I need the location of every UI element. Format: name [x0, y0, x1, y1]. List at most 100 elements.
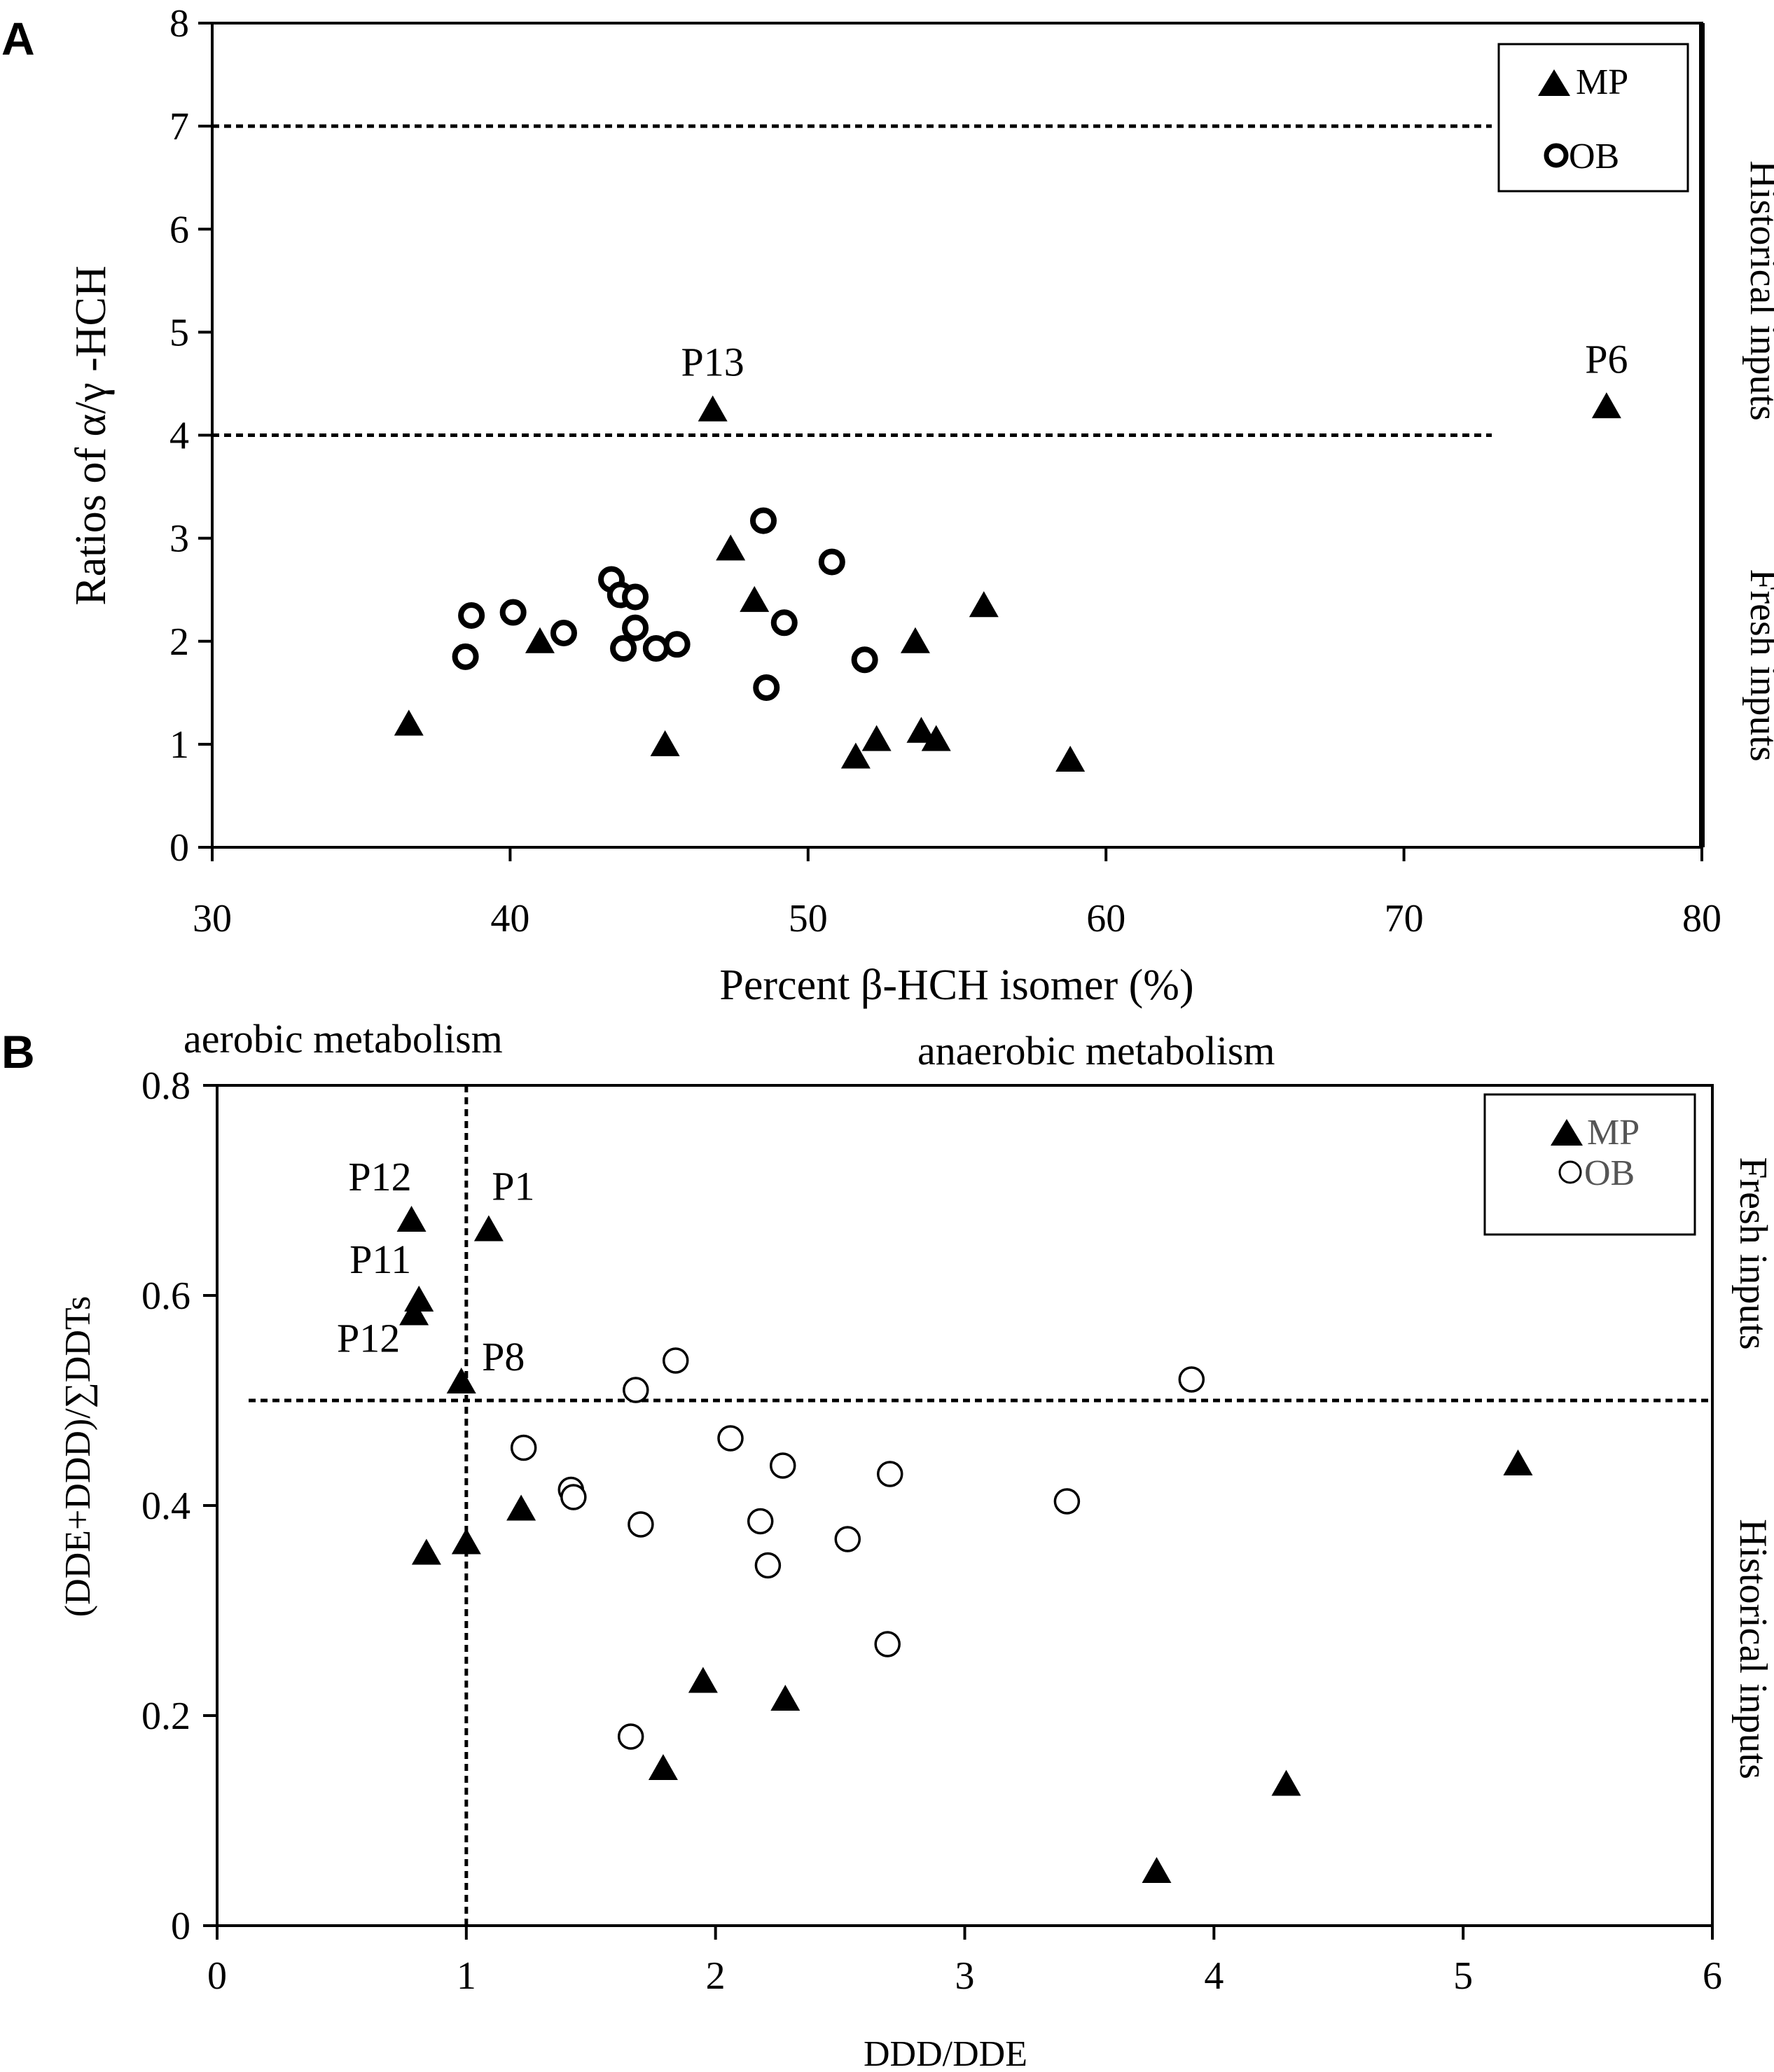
panel-b-x-tick-label: 3: [955, 1954, 975, 1998]
panel-a-zone-fresh: Fresh inputs: [1742, 569, 1774, 761]
panel-a-ob-point: [749, 507, 777, 534]
panel-a-y-tick-label: 1: [169, 723, 189, 767]
panel-b-mp-point: [648, 1754, 678, 1780]
panel-b-ob-point: [510, 1434, 537, 1461]
panel-a-ob-point: [610, 635, 637, 662]
panel-a-legend: MP OB: [1497, 43, 1689, 193]
panel-a-ob-point: [770, 609, 798, 637]
panel-b-ob-point: [1178, 1366, 1205, 1393]
panel-b-point-labels: P12 P1 P11 P12 P8: [337, 1154, 535, 1379]
panel-a-y-tick-label: 6: [169, 208, 189, 251]
panel-b-point-label: P12: [337, 1316, 400, 1361]
panel-b-axis-ticks: 0 1 2 3 4 5 6 0 0.2 0.4 0.6 0.8: [141, 1064, 1722, 1998]
panel-b-letter: B: [1, 1026, 35, 1078]
panel-a-reference-lines: [212, 124, 1492, 437]
panel-a-mp-point: [1591, 392, 1621, 419]
panel-a-mp-point: [740, 585, 770, 612]
panel-a-mp-point: [650, 730, 680, 756]
panel-b-y-tick-label: 0.2: [141, 1695, 190, 1738]
panel-a-y-tick-label: 7: [169, 105, 189, 148]
panel-b-point-label: P12: [348, 1154, 411, 1200]
panel-b-y-tick-label: 0.6: [141, 1274, 190, 1318]
panel-b-legend-ob-label: OB: [1584, 1153, 1635, 1193]
panel-a-x-axis-label: Percent β-HCH isomer (%): [719, 961, 1193, 1009]
panel-a-ob-point: [642, 635, 670, 662]
panel-a: 30 40 50 60 70 80 0 1 2 3 4 5 6 7 8 P13 P6 Percent β-HC…: [67, 2, 1774, 1009]
panel-a-point-label: P6: [1585, 336, 1628, 382]
panel-a-legend-ob-label: OB: [1569, 137, 1619, 176]
panel-b-y-axis-label: (DDE+DDD)/∑DDTs: [58, 1296, 98, 1617]
panel-b-region-anaerobic: anaerobic metabolism: [917, 1028, 1275, 1073]
panel-a-mp-point: [921, 725, 951, 751]
panel-b-legend: MP OB: [1483, 1093, 1696, 1236]
panel-a-legend-box: [1497, 43, 1689, 193]
panel-a-data-points: [394, 392, 1621, 772]
panel-b-region-aerobic: aerobic metabolism: [183, 1016, 503, 1062]
panel-a-ob-point: [663, 631, 691, 658]
panel-b-mp-point: [451, 1528, 481, 1555]
panel-a-mp-point: [840, 742, 871, 769]
panel-b-ob-point: [662, 1347, 689, 1374]
panel-b-mp-point: [446, 1368, 476, 1393]
panel-a-ob-point: [550, 619, 577, 646]
panel-b-ob-point: [877, 1461, 903, 1487]
panel-b-ob-point: [769, 1452, 796, 1479]
panel-a-x-tick-label: 80: [1682, 897, 1721, 940]
panel-a-ob-point: [753, 674, 780, 701]
panel-a-letter: A: [1, 13, 35, 64]
panel-b-data-points: [396, 1206, 1533, 1883]
panel-a-mp-point: [716, 534, 746, 561]
panel-b-x-tick-label: 6: [1703, 1954, 1722, 1998]
panel-b-y-tick-label: 0.8: [141, 1064, 190, 1108]
panel-b-x-tick-label: 0: [207, 1954, 227, 1998]
panel-a-legend-ob-marker: [1544, 143, 1569, 168]
panel-a-point-label: P13: [681, 340, 744, 385]
panel-a-ob-point: [818, 548, 845, 576]
panel-b-mp-point: [770, 1685, 801, 1711]
panel-b-mp-point: [1503, 1449, 1533, 1475]
panel-a-ob-point: [851, 646, 878, 674]
panel-b-mp-point: [473, 1215, 504, 1242]
panel-b-zone-fresh: Fresh inputs: [1731, 1157, 1774, 1349]
panel-a-ob-point: [499, 599, 527, 626]
panel-b-legend-mp-marker: [1551, 1119, 1583, 1146]
panel-b-ob-point: [623, 1377, 649, 1403]
panel-b-x-tick-label: 5: [1453, 1954, 1473, 1998]
panel-b-ob-point: [617, 1723, 644, 1750]
panel-b-mp-point: [404, 1286, 434, 1312]
panel-b-mp-point: [1271, 1769, 1301, 1796]
panel-a-y-tick-label: 8: [169, 2, 189, 46]
panel-b-x-tick-label: 1: [457, 1954, 476, 1998]
panel-b-mp-point: [1142, 1857, 1172, 1883]
panel-a-ob-point: [622, 614, 649, 641]
panel-b-reference-lines: [249, 1085, 1712, 1926]
panel-b-x-axis-label: DDD/DDE: [864, 2034, 1027, 2072]
panel-b-ob-point: [1053, 1488, 1081, 1515]
panel-a-point-labels: P13 P6: [681, 336, 1628, 384]
panel-a-axis-ticks: 30 40 50 60 70 80 0 1 2 3 4 5 6 7 8: [169, 2, 1721, 940]
panel-a-y-tick-label: 4: [169, 415, 189, 458]
panel-b-mp-point: [396, 1206, 427, 1232]
panel-b-x-tick-label: 2: [706, 1954, 726, 1998]
panel-a-mp-point: [906, 716, 936, 743]
panel-b-point-label: P1: [492, 1164, 534, 1209]
panel-a-mp-point: [900, 627, 930, 653]
panel-b-zone-historical: Historical inputs: [1731, 1519, 1774, 1779]
panel-b-point-label: P11: [349, 1237, 411, 1282]
panel-a-legend-mp-marker: [1538, 69, 1570, 96]
panel-a-x-tick-label: 70: [1385, 897, 1424, 940]
panel-b: 0 1 2 3 4 5 6 0 0.2 0.4 0.6 0.8 P12 P1 P11 P12 P8 aerob…: [58, 1016, 1774, 2072]
panel-a-ob-point: [458, 602, 485, 629]
panel-a-legend-mp-label: MP: [1576, 62, 1628, 102]
panel-a-mp-point: [394, 709, 424, 736]
panel-b-mp-point: [399, 1299, 429, 1326]
panel-b-y-tick-label: 0.4: [141, 1485, 190, 1528]
panel-b-y-tick-label: 0: [171, 1905, 190, 1948]
panel-b-ob-point: [834, 1526, 861, 1552]
panel-a-mp-point: [698, 395, 728, 422]
panel-a-x-tick-label: 50: [789, 897, 828, 940]
panel-a-x-tick-label: 30: [193, 897, 232, 940]
panel-b-ob-point: [874, 1631, 901, 1657]
panel-a-mp-point: [1055, 745, 1086, 772]
panel-b-ob-point: [560, 1484, 587, 1510]
